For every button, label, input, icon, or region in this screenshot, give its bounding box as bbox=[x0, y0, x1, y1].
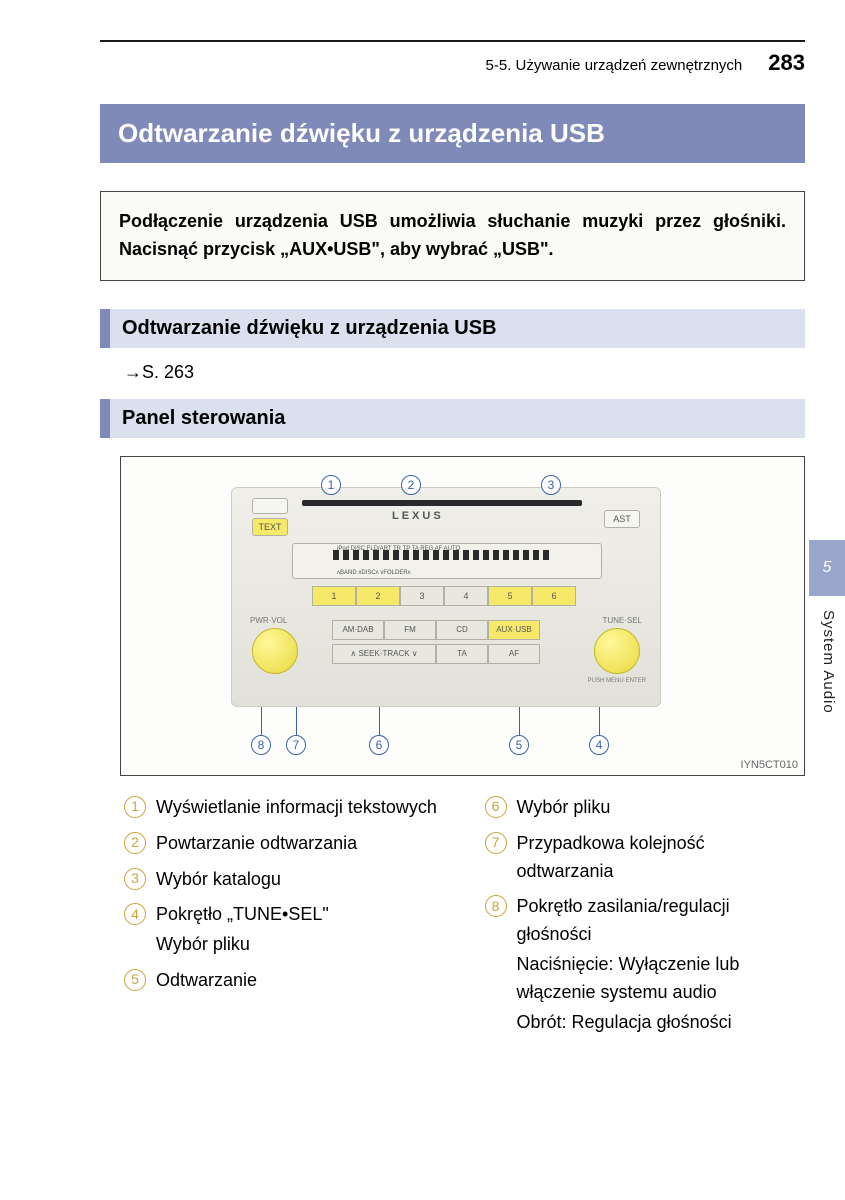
legend-item-3: 3 Wybór katalogu bbox=[124, 866, 445, 894]
callout-3: 3 bbox=[541, 475, 561, 495]
legend-left: 1 Wyświetlanie informacji tekstowych 2 Powt… bbox=[124, 794, 445, 1045]
legend-text: Pokrętło zasilania/regulacji głośnościNa… bbox=[517, 893, 806, 1036]
intro-box: Podłączenie urządzenia USB umożliwia słu… bbox=[100, 191, 805, 281]
legend-item-1: 1 Wyświetlanie informacji tekstowych bbox=[124, 794, 445, 822]
legend-num: 3 bbox=[124, 868, 146, 890]
source-row: AM·DAB FM CD AUX·USB bbox=[332, 620, 540, 640]
display-top-text: iPod DISC FLD/ART TR TP TA REG AF AUTO bbox=[337, 546, 460, 552]
legend-text: Przypadkowa kolejność odtwarzania bbox=[517, 830, 806, 886]
power-volume-knob bbox=[252, 628, 298, 674]
seek-row: ∧ SEEK·TRACK ∨ TA AF bbox=[332, 644, 540, 664]
figure-code: IYN5CT010 bbox=[741, 759, 798, 771]
legend-item-7: 7 Przypadkowa kolejność odtwarzania bbox=[485, 830, 806, 886]
legend-text: Wyświetlanie informacji tekstowych bbox=[156, 794, 445, 822]
legend-subtext: Obrót: Regulacja głośności bbox=[517, 1009, 806, 1037]
legend-right: 6 Wybór pliku 7 Przypadkowa kolejność odtwa… bbox=[485, 794, 806, 1045]
preset-4: 4 bbox=[444, 586, 488, 606]
menu-enter-label: PUSH MENU·ENTER bbox=[588, 678, 646, 684]
legend-text: Wybór katalogu bbox=[156, 866, 445, 894]
seek-track: ∧ SEEK·TRACK ∨ bbox=[332, 644, 436, 664]
section-heading-2: Panel sterowania bbox=[100, 399, 805, 438]
brand-label: LEXUS bbox=[392, 510, 444, 522]
af-button: AF bbox=[488, 644, 540, 664]
ast-button: AST bbox=[604, 510, 640, 528]
legend-item-6: 6 Wybór pliku bbox=[485, 794, 806, 822]
legend-subtext: Wybór pliku bbox=[156, 931, 445, 959]
callout-6: 6 bbox=[369, 735, 389, 755]
legend-num: 2 bbox=[124, 832, 146, 854]
preset-1: 1 bbox=[312, 586, 356, 606]
src-fm: FM bbox=[384, 620, 436, 640]
src-am-dab: AM·DAB bbox=[332, 620, 384, 640]
callout-5: 5 bbox=[509, 735, 529, 755]
page-number: 283 bbox=[768, 50, 805, 76]
page-header: 5-5. Używanie urządzeń zewnętrznych 283 bbox=[100, 50, 805, 76]
control-panel-figure: TEXT LEXUS AST iPod DISC FLD/ART TR TP T… bbox=[120, 456, 805, 776]
callout-4: 4 bbox=[589, 735, 609, 755]
src-aux-usb: AUX·USB bbox=[488, 620, 540, 640]
legend-text: Powtarzanie odtwarzania bbox=[156, 830, 445, 858]
section-heading-1: Odtwarzanie dźwięku z urządzenia USB bbox=[100, 309, 805, 348]
legend-text: Wybór pliku bbox=[517, 794, 806, 822]
header-rule bbox=[100, 40, 805, 42]
tune-sel-label: TUNE·SEL bbox=[602, 616, 642, 625]
ta-button: TA bbox=[436, 644, 488, 664]
legend-text: Pokrętło „TUNE•SEL"Wybór pliku bbox=[156, 901, 445, 959]
section-breadcrumb: 5-5. Używanie urządzeń zewnętrznych bbox=[485, 57, 742, 74]
pwr-vol-label: PWR·VOL bbox=[250, 616, 287, 625]
legend-num: 1 bbox=[124, 796, 146, 818]
tune-sel-knob bbox=[594, 628, 640, 674]
callout-8: 8 bbox=[251, 735, 271, 755]
preset-5: 5 bbox=[488, 586, 532, 606]
legend-num: 6 bbox=[485, 796, 507, 818]
side-section-label: System Audio bbox=[820, 610, 837, 714]
cross-reference: →S. 263 bbox=[124, 362, 805, 383]
src-cd: CD bbox=[436, 620, 488, 640]
preset-row: 1 2 3 4 5 6 bbox=[312, 586, 576, 606]
preset-6: 6 bbox=[532, 586, 576, 606]
legend-item-2: 2 Powtarzanie odtwarzania bbox=[124, 830, 445, 858]
text-button: TEXT bbox=[252, 518, 288, 536]
page-title: Odtwarzanie dźwięku z urządzenia USB bbox=[100, 104, 805, 163]
preset-2: 2 bbox=[356, 586, 400, 606]
legend-num: 8 bbox=[485, 895, 507, 917]
callout-2: 2 bbox=[401, 475, 421, 495]
legend-item-5: 5 Odtwarzanie bbox=[124, 967, 445, 995]
legend-subtext: Naciśnięcie: Wyłączenie lub włączenie sy… bbox=[517, 951, 806, 1007]
legend-item-8: 8 Pokrętło zasilania/regulacji głośnościN… bbox=[485, 893, 806, 1036]
chapter-tab: 5 bbox=[809, 540, 845, 596]
callout-7: 7 bbox=[286, 735, 306, 755]
radio-unit: TEXT LEXUS AST iPod DISC FLD/ART TR TP T… bbox=[231, 487, 661, 707]
display-bottom-text: ᴧBAND ᴧDISCᴧ ᴠFOLDERᴧ bbox=[337, 570, 411, 576]
cd-slot bbox=[302, 500, 582, 506]
legend-num: 5 bbox=[124, 969, 146, 991]
legend-num: 7 bbox=[485, 832, 507, 854]
display-panel: iPod DISC FLD/ART TR TP TA REG AF AUTO ᴧ… bbox=[292, 543, 602, 579]
legend: 1 Wyświetlanie informacji tekstowych 2 Powt… bbox=[124, 794, 805, 1045]
callout-1: 1 bbox=[321, 475, 341, 495]
preset-3: 3 bbox=[400, 586, 444, 606]
legend-text: Odtwarzanie bbox=[156, 967, 445, 995]
legend-num: 4 bbox=[124, 903, 146, 925]
legend-item-4: 4 Pokrętło „TUNE•SEL"Wybór pliku bbox=[124, 901, 445, 959]
eject-button bbox=[252, 498, 288, 514]
